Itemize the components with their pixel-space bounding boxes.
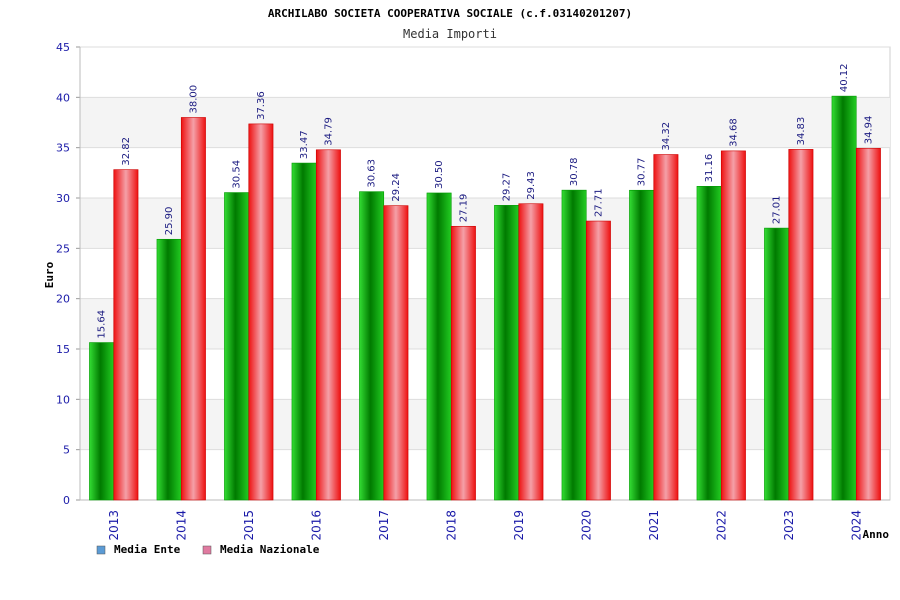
bar-media-nazionale-2021 (653, 154, 679, 501)
x-tick-label: 2017 (377, 510, 391, 541)
x-tick-label: 2018 (444, 510, 458, 541)
x-tick-label: 2021 (647, 510, 661, 541)
bar-media-ente-2017 (359, 191, 385, 501)
value-label: 32.82 (121, 137, 132, 166)
bar-media-ente-2018 (426, 192, 452, 501)
y-tick-label: 45 (56, 41, 70, 54)
x-tick-labels: 2013 2014 2015 2016 2017 2018 2019 2020 2021 2022… (107, 510, 864, 541)
bar-media-nazionale-2013 (113, 169, 139, 501)
grid-band (80, 399, 890, 450)
y-tick-label: 35 (56, 142, 70, 155)
value-label: 30.77 (637, 158, 648, 187)
value-label: 29.27 (502, 173, 513, 202)
y-tick-label: 40 (56, 91, 70, 104)
bar-media-ente-2022 (696, 186, 722, 501)
bar-media-nazionale-2015 (248, 123, 274, 501)
value-label: 30.54 (232, 160, 243, 189)
value-label: 37.36 (256, 91, 267, 120)
bar-media-ente-2015 (224, 192, 250, 501)
legend-swatch-media-nazionale (202, 545, 212, 555)
value-label: 33.47 (299, 130, 310, 159)
chart-subtitle: Media Importi (403, 27, 497, 41)
bar-media-ente-2024 (831, 95, 857, 501)
bar-media-ente-2014 (156, 238, 182, 501)
legend: Media Ente Media Nazionale (96, 543, 320, 556)
bar-media-ente-2021 (629, 189, 655, 501)
bar-media-nazionale-2020 (585, 220, 611, 501)
x-tick-label: 2016 (309, 510, 323, 541)
grid-band (80, 298, 890, 349)
y-tick-label: 30 (56, 192, 70, 205)
x-tick-label: 2015 (242, 510, 256, 541)
x-tick-label: 2022 (714, 510, 728, 541)
bar-media-nazionale-2014 (180, 117, 206, 501)
bar-media-nazionale-2016 (315, 149, 341, 501)
bars (89, 95, 881, 501)
value-label: 29.24 (391, 173, 402, 202)
value-label: 27.01 (772, 195, 783, 224)
x-tick-label: 2024 (849, 510, 863, 541)
value-label: 29.43 (526, 171, 537, 200)
bar-media-nazionale-2018 (450, 225, 476, 501)
bar-media-nazionale-2019 (518, 203, 544, 501)
chart-title: ARCHILABO SOCIETA COOPERATIVA SOCIALE (c… (268, 7, 632, 20)
x-tick-label: 2023 (782, 510, 796, 541)
x-tick-label: 2019 (512, 510, 526, 541)
value-label: 30.63 (367, 159, 378, 188)
y-tick-label: 0 (63, 494, 70, 507)
value-label: 34.83 (796, 117, 807, 146)
value-label: 15.64 (97, 310, 108, 339)
y-tick-label: 20 (56, 293, 70, 306)
bar-media-nazionale-2022 (720, 150, 746, 501)
value-label: 34.94 (863, 116, 874, 145)
bar-media-ente-2019 (494, 205, 520, 501)
legend-label-media-ente: Media Ente (114, 543, 181, 556)
value-label: 34.32 (661, 122, 672, 151)
bar-media-nazionale-2017 (383, 205, 409, 501)
plot-background (79, 46, 891, 501)
x-axis-title: Anno (863, 528, 890, 541)
y-tick-label: 15 (56, 343, 70, 356)
x-tick-label: 2014 (174, 510, 188, 541)
bar-media-nazionale-2023 (788, 149, 814, 501)
value-label: 30.50 (434, 160, 445, 189)
bar-media-ente-2016 (291, 162, 317, 501)
x-tick-label: 2013 (107, 510, 121, 541)
bar-media-nazionale-2024 (855, 147, 881, 501)
x-tick-label: 2020 (579, 510, 593, 541)
bar-media-ente-2023 (764, 227, 790, 501)
y-tick-label: 25 (56, 242, 70, 255)
value-label: 31.16 (704, 154, 715, 183)
grid-lines (76, 46, 890, 501)
y-axis-title: Euro (43, 261, 56, 288)
value-label: 27.71 (593, 188, 604, 217)
bar-media-ente-2020 (561, 189, 587, 501)
value-label: 40.12 (839, 63, 850, 92)
grid-band (80, 198, 890, 249)
value-label: 38.00 (188, 85, 199, 114)
grid-band (80, 97, 890, 148)
y-tick-labels: 0 5 10 15 20 25 30 35 40 45 (56, 41, 70, 507)
legend-swatch-media-ente (96, 545, 106, 555)
value-label: 34.79 (323, 117, 334, 146)
y-tick-label: 5 (63, 444, 70, 457)
value-label: 34.68 (728, 118, 739, 147)
value-labels: 15.64 32.82 25.90 38.00 30.54 37.36 33.47 34.79… (97, 63, 875, 338)
bar-media-ente-2013 (89, 342, 115, 501)
value-label: 27.19 (458, 194, 469, 223)
value-label: 30.78 (569, 158, 580, 187)
legend-label-media-nazionale: Media Nazionale (220, 543, 320, 556)
value-label: 25.90 (164, 207, 175, 236)
y-tick-label: 10 (56, 393, 70, 406)
